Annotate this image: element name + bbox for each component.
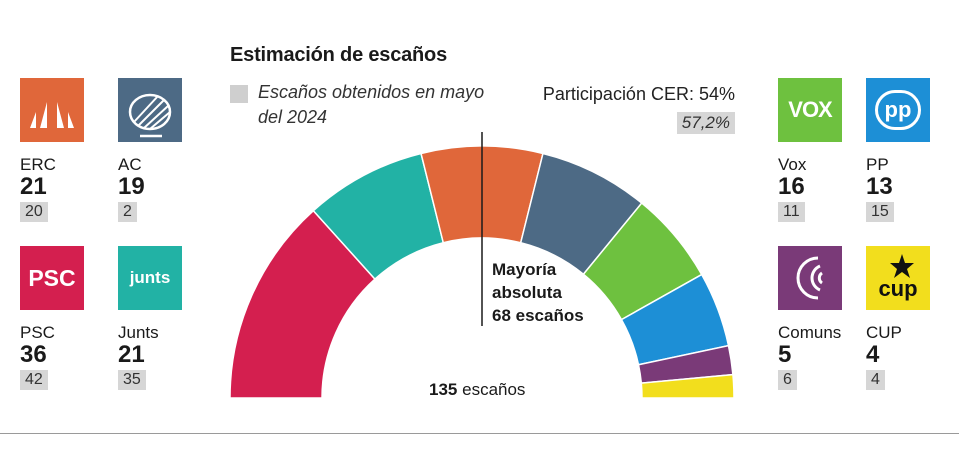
psc-logo-text: PSC xyxy=(28,264,76,291)
party-seats: 21 xyxy=(118,341,145,368)
ac-logo-icon xyxy=(118,78,182,142)
party-vox: VOX Vox 16 11 xyxy=(778,78,868,222)
party-seats: 4 xyxy=(866,341,880,368)
pp-logo-icon: pp xyxy=(866,78,930,142)
comuns-logo-icon xyxy=(778,246,842,310)
vox-logo-text: VOX xyxy=(788,97,832,122)
party-previous-seats: 2 xyxy=(118,202,137,222)
total-seats-label: 135 escaños xyxy=(429,380,525,400)
seat-segment-cup xyxy=(640,373,735,399)
party-name: PSC xyxy=(20,323,55,342)
cup-logo-text: cup xyxy=(878,276,918,301)
party-seats: 13 xyxy=(866,173,893,200)
pp-logo-ring xyxy=(875,90,921,130)
majority-label: Mayoría absoluta 68 escaños xyxy=(492,258,584,327)
party-pp: pp PP 13 15 xyxy=(866,78,956,222)
party-previous-seats: 42 xyxy=(20,370,48,390)
majority-line3: 68 escaños xyxy=(492,306,584,325)
party-name: Vox xyxy=(778,155,807,174)
party-seats: 16 xyxy=(778,173,805,200)
turnout-label: Participación CER: 54% xyxy=(542,84,735,104)
junts-logo-text: junts xyxy=(129,268,171,287)
majority-line2: absoluta xyxy=(492,283,562,302)
total-seats-unit: escaños xyxy=(462,380,526,399)
psc-logo-icon: PSC xyxy=(20,246,84,310)
legend-swatch xyxy=(230,85,248,103)
party-previous-seats: 6 xyxy=(778,370,797,390)
party-seats: 5 xyxy=(778,341,792,368)
total-seats-number: 135 xyxy=(429,380,458,399)
party-name: CUP xyxy=(866,323,902,342)
party-seats: 36 xyxy=(20,341,47,368)
party-ac: AC 19 2 xyxy=(118,78,208,222)
turnout-previous: 57,2% xyxy=(676,112,735,134)
party-erc: ERC 21 20 xyxy=(20,78,110,222)
vox-logo-icon: VOX xyxy=(778,78,842,142)
party-previous-seats: 20 xyxy=(20,202,48,222)
bottom-divider xyxy=(0,433,959,434)
party-name: Junts xyxy=(118,323,159,342)
party-seats: 21 xyxy=(20,173,47,200)
junts-logo-icon: junts xyxy=(118,246,182,310)
party-junts: junts Junts 21 35 xyxy=(118,246,208,390)
party-previous-seats: 4 xyxy=(866,370,885,390)
party-previous-seats: 35 xyxy=(118,370,146,390)
party-comuns: Comuns 5 6 xyxy=(778,246,868,390)
majority-line1: Mayoría xyxy=(492,260,557,279)
party-previous-seats: 11 xyxy=(778,202,805,222)
pp-logo-text: pp xyxy=(884,97,912,122)
party-cup: cup CUP 4 4 xyxy=(866,246,956,390)
party-name: Comuns xyxy=(778,323,842,342)
party-psc: PSC PSC 36 42 xyxy=(20,246,110,390)
party-previous-seats: 15 xyxy=(866,202,894,222)
erc-logo-icon xyxy=(20,78,84,142)
cup-logo-icon: cup xyxy=(866,246,930,310)
party-name: ERC xyxy=(20,155,56,174)
party-name: PP xyxy=(866,155,889,174)
party-seats: 19 xyxy=(118,173,145,200)
chart-title: Estimación de escaños xyxy=(230,44,448,66)
party-name: AC xyxy=(118,155,142,174)
legend-text: Escaños obtenidos en mayo del 2024 xyxy=(258,82,485,127)
